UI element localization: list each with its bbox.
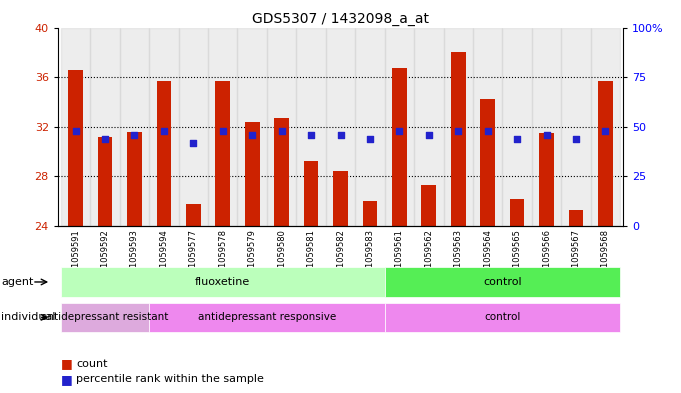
Bar <box>149 28 178 226</box>
Bar <box>186 204 201 226</box>
Point <box>129 132 140 138</box>
Text: ■: ■ <box>61 357 77 370</box>
Bar <box>215 81 230 226</box>
Bar <box>157 81 171 226</box>
Point <box>276 128 287 134</box>
Point <box>541 132 552 138</box>
Point <box>600 128 611 134</box>
Point <box>482 128 493 134</box>
Bar <box>296 28 326 226</box>
Bar <box>510 199 524 226</box>
Bar <box>480 99 495 226</box>
Bar <box>304 162 319 226</box>
Bar <box>274 118 289 226</box>
Bar <box>422 185 436 226</box>
Bar <box>385 28 414 226</box>
Bar <box>539 133 554 226</box>
Point <box>70 128 81 134</box>
Bar <box>451 52 466 226</box>
Text: percentile rank within the sample: percentile rank within the sample <box>76 374 264 384</box>
Point <box>159 128 170 134</box>
Bar <box>569 210 584 226</box>
Bar <box>590 28 620 226</box>
Point <box>247 132 257 138</box>
Bar <box>392 68 407 226</box>
Bar <box>333 171 348 226</box>
Bar <box>120 28 149 226</box>
Point <box>99 136 110 142</box>
Point <box>188 140 199 146</box>
Bar <box>127 132 142 226</box>
Bar <box>473 28 503 226</box>
Text: control: control <box>484 312 520 322</box>
Bar <box>326 28 355 226</box>
Bar <box>91 28 120 226</box>
Bar <box>532 28 561 226</box>
Text: fluoxetine: fluoxetine <box>195 277 251 287</box>
Point <box>335 132 346 138</box>
Point <box>453 128 464 134</box>
Bar <box>97 137 112 226</box>
Point <box>424 132 434 138</box>
Bar <box>355 28 385 226</box>
Bar <box>68 70 83 226</box>
Text: individual: individual <box>1 312 56 322</box>
Bar <box>208 28 238 226</box>
Bar <box>61 28 91 226</box>
Point <box>511 136 522 142</box>
Bar <box>443 28 473 226</box>
Text: agent: agent <box>1 277 34 287</box>
Text: count: count <box>76 358 108 369</box>
Bar <box>414 28 443 226</box>
Text: control: control <box>483 277 522 287</box>
Bar <box>362 201 377 226</box>
Point <box>306 132 317 138</box>
Point <box>394 128 405 134</box>
Bar <box>178 28 208 226</box>
Point <box>571 136 582 142</box>
Text: antidepressant responsive: antidepressant responsive <box>197 312 336 322</box>
Bar <box>561 28 590 226</box>
Text: antidepressant resistant: antidepressant resistant <box>42 312 169 322</box>
Text: ■: ■ <box>61 373 77 386</box>
Point <box>217 128 228 134</box>
Bar <box>238 28 267 226</box>
Bar <box>245 122 259 226</box>
Text: GDS5307 / 1432098_a_at: GDS5307 / 1432098_a_at <box>252 12 429 26</box>
Bar <box>267 28 296 226</box>
Bar <box>598 81 613 226</box>
Bar <box>503 28 532 226</box>
Point <box>364 136 375 142</box>
